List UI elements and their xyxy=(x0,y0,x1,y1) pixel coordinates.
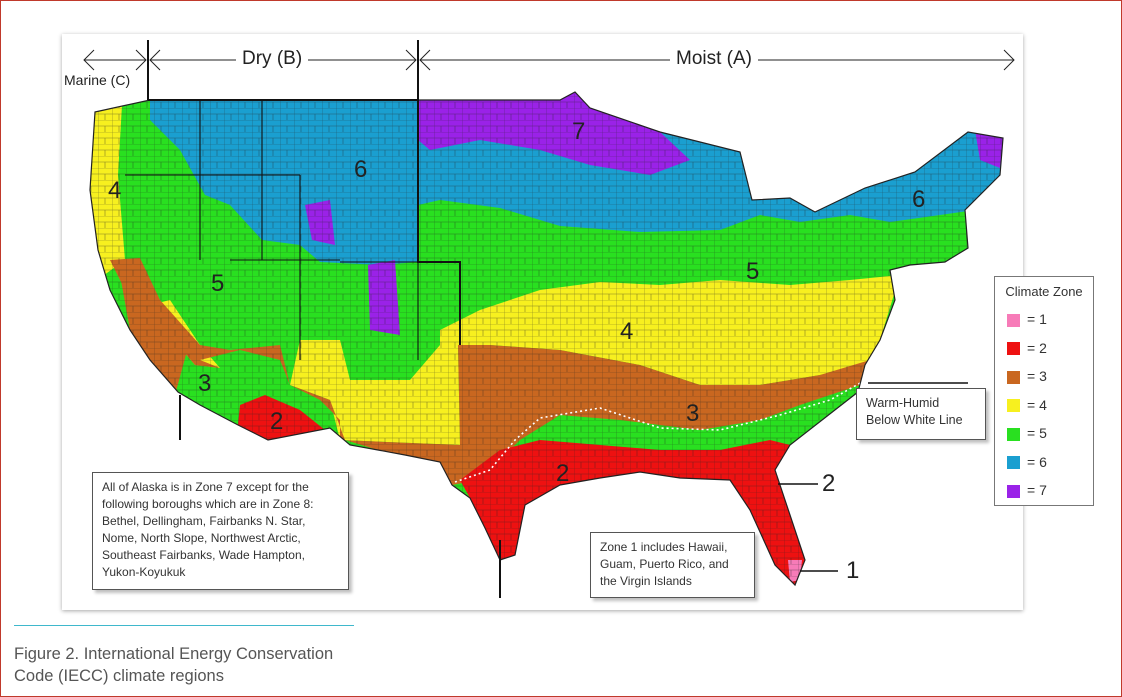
legend-item: = 1 xyxy=(1007,311,1047,327)
zone1-callout: Zone 1 includes Hawaii, Guam, Puerto Ric… xyxy=(590,532,755,598)
zone-label-6-north: 6 xyxy=(354,156,368,183)
legend-swatch xyxy=(1007,370,1020,384)
zone-label-7: 7 xyxy=(572,118,586,145)
figure-caption: Figure 2. International Energy Conservat… xyxy=(14,645,334,685)
legend-swatch xyxy=(1007,484,1020,498)
region-dividers xyxy=(147,40,501,598)
legend-swatch xyxy=(1007,427,1020,441)
caption-rule xyxy=(14,625,354,626)
legend-label: = 4 xyxy=(1027,396,1047,413)
zone-label-1-callout: 1 xyxy=(846,557,860,584)
dry-arrow-left-head xyxy=(149,49,161,71)
legend-swatch xyxy=(1007,313,1020,327)
zone-label-4-pacific: 4 xyxy=(108,177,122,204)
legend-swatch xyxy=(1007,342,1020,356)
alaska-callout: All of Alaska is in Zone 7 except for th… xyxy=(92,472,349,590)
legend-label: = 2 xyxy=(1027,339,1047,356)
legend-item: = 5 xyxy=(1007,425,1047,441)
legend-swatch xyxy=(1007,456,1020,470)
warm-humid-line xyxy=(454,381,863,483)
zone-label-5-west: 5 xyxy=(211,270,225,297)
marine-region-label: Marine (C) xyxy=(64,72,131,88)
moist-arrow-right-head xyxy=(1003,49,1015,71)
legend-title: Climate Zone xyxy=(1005,284,1083,299)
legend-label: = 7 xyxy=(1027,482,1047,498)
legend-label: = 1 xyxy=(1027,311,1047,327)
legend-label: = 6 xyxy=(1027,453,1047,470)
zone-label-2-west: 2 xyxy=(270,408,284,435)
zone-label-3-west: 3 xyxy=(198,370,212,397)
zone-label-2-gulf: 2 xyxy=(556,460,570,487)
legend-item: = 7 xyxy=(1007,482,1047,498)
legend-swatch xyxy=(1007,399,1020,413)
legend-item: = 6 xyxy=(1007,454,1047,470)
callout-lines xyxy=(778,382,968,572)
legend-item: = 4 xyxy=(1007,397,1047,413)
zone-label-5-east: 5 xyxy=(746,258,760,285)
moist-region-label: Moist (A) xyxy=(670,48,758,70)
dry-region-label: Dry (B) xyxy=(236,48,309,70)
marine-arrow-left-head xyxy=(83,49,95,71)
us-outline xyxy=(89,91,1004,587)
legend-item: = 2 xyxy=(1007,340,1047,356)
region-arrows xyxy=(83,49,1015,71)
moist-arrow-left-head xyxy=(419,49,431,71)
zone-label-6-east: 6 xyxy=(912,186,926,213)
climate-zone-legend: Climate Zone = 1 = 2 = 3 = 4 = 5 = 6 = 7 xyxy=(994,276,1094,506)
legend-label: = 5 xyxy=(1027,425,1047,441)
warm-humid-callout: Warm-Humid Below White Line xyxy=(856,388,986,440)
legend-item: = 3 xyxy=(1007,368,1047,384)
legend-label: = 3 xyxy=(1027,368,1047,384)
zone-label-3-east: 3 xyxy=(686,400,700,427)
dry-arrow-right-head xyxy=(405,49,417,71)
marine-arrow-right-head xyxy=(135,49,147,71)
zone-label-4-east: 4 xyxy=(620,318,634,345)
zone-label-2-callout: 2 xyxy=(822,470,836,497)
